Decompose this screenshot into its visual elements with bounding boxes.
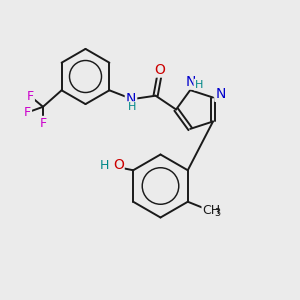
- Text: H: H: [128, 102, 136, 112]
- Text: O: O: [113, 158, 124, 172]
- Text: F: F: [24, 106, 31, 119]
- Text: 3: 3: [215, 208, 221, 218]
- Text: F: F: [39, 117, 46, 130]
- Text: N: N: [186, 75, 196, 89]
- Text: CH: CH: [202, 204, 220, 217]
- Text: H: H: [100, 159, 109, 172]
- Text: O: O: [154, 63, 165, 76]
- Text: N: N: [215, 87, 226, 101]
- Text: F: F: [27, 90, 34, 103]
- Text: N: N: [126, 92, 136, 106]
- Text: H: H: [194, 80, 203, 90]
